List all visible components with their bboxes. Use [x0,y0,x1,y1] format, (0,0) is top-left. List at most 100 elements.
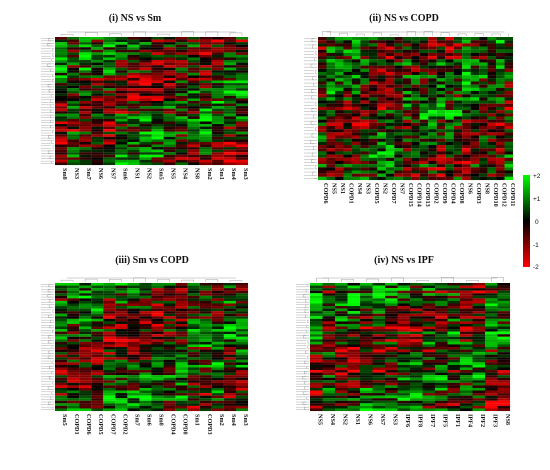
heatmap-cell [127,159,140,163]
heatmap-cell [453,87,463,92]
heatmap-cell [351,129,361,133]
heatmap-cell [343,135,352,139]
heatmap-cell [322,288,336,291]
heatmap-cell [211,121,224,125]
heatmap-cell [472,367,486,371]
heatmap-cell [211,362,224,365]
heatmap-cell [139,126,152,130]
heatmap-cell [428,135,437,139]
heatmap-cell [91,295,104,299]
heatmap-cell [460,293,473,296]
heatmap-cell [472,290,486,294]
heatmap-cell [91,372,104,376]
heatmap-cell [372,298,386,301]
heatmap-cell [91,334,104,337]
column-label: NS4 [182,168,189,179]
heatmap-cell [422,382,436,386]
heatmap-cell [460,349,473,353]
heatmap-cell [419,148,429,152]
heatmap-cell [115,367,128,371]
heatmap-cell [187,357,200,360]
heatmap-cell [103,385,116,389]
heatmap-cell [223,359,236,363]
heatmap-cell [351,81,361,85]
heatmap-cell [372,375,386,378]
heatmap-cell [504,81,514,85]
heatmap-cell [394,40,403,44]
heatmap-cell [175,118,188,122]
heatmap-cell [334,87,344,92]
heatmap-cell [127,390,140,394]
heatmap-sm-vs-copd: Sm5 COPD1 COPD6 COPD5 COPD7 COPD2 Sm7 Sm6 Sm8 COP… [41,277,249,435]
heatmap-cell [79,37,92,40]
heatmap-cell [470,68,480,73]
heatmap-cell [175,283,188,286]
heatmap-cell [223,293,236,296]
heatmap-cells [310,283,511,412]
heatmap-cell [163,290,176,294]
heatmap-cell [103,149,116,153]
heatmap-cell [435,298,448,301]
heatmap-cell [91,116,104,119]
heatmap-cell [175,372,188,376]
heatmap-cell [91,313,104,317]
heatmap-cell [397,347,411,350]
heatmap-cell [485,367,498,371]
heatmap-cell [496,110,505,114]
heatmap-cell [235,311,249,314]
heatmap-cell [91,390,104,394]
heatmap-cell [368,157,378,161]
heatmap-cell [127,77,140,81]
heatmap-cell [115,121,128,125]
heatmap-cell [127,134,140,137]
heatmap-cell [310,341,323,345]
heatmap-cell [377,148,386,152]
heatmap-cell [79,67,92,71]
heatmap-cell [470,52,480,57]
heatmap-cell [55,293,68,296]
heatmap-cell [211,111,224,114]
heatmap-cell [397,405,411,409]
heatmap-cell [115,364,128,368]
heatmap-cell [115,118,128,122]
heatmap-cell [487,40,497,44]
heatmap-cell [55,283,68,286]
heatmap-cell [419,97,429,101]
heatmap-cell [67,359,80,363]
heatmap-cell [422,318,436,322]
heatmap-cell [360,349,373,353]
heatmap-cell [211,300,224,304]
heatmap-cell [462,59,471,63]
heatmap-cell [163,80,176,84]
heatmap-cell [127,357,140,360]
heatmap-cell [472,288,486,291]
heatmap-cell [79,288,92,291]
heatmap-cell [343,49,352,53]
heatmap-cell [322,393,336,396]
heatmap-cell [351,65,361,69]
heatmap-cell [487,167,497,171]
heatmap-cell [385,362,398,365]
heatmap-cell [322,306,336,309]
scale-tick-plus1: +1 [533,196,541,203]
heatmap-cell [411,43,420,47]
heatmap-cell [127,126,140,130]
heatmap-cell [372,288,386,291]
heatmap-cell [55,375,68,378]
heatmap-cell [334,160,344,165]
heatmap-cell [402,91,412,95]
heatmap-cell [411,56,420,60]
heatmap-cell [175,141,188,145]
heatmap-cell [67,349,80,353]
heatmap-cell [199,80,212,84]
heatmap-cell [139,139,152,143]
heatmap-cell [372,318,386,322]
heatmap-cell [460,290,473,294]
heatmap-cell [462,62,471,66]
heatmap-cell [351,97,361,101]
heatmap-cell [79,303,92,307]
heatmap-cell [394,122,403,127]
heatmap-cell [187,136,200,140]
heatmap-cell [67,380,80,383]
heatmap-cell [91,113,104,117]
